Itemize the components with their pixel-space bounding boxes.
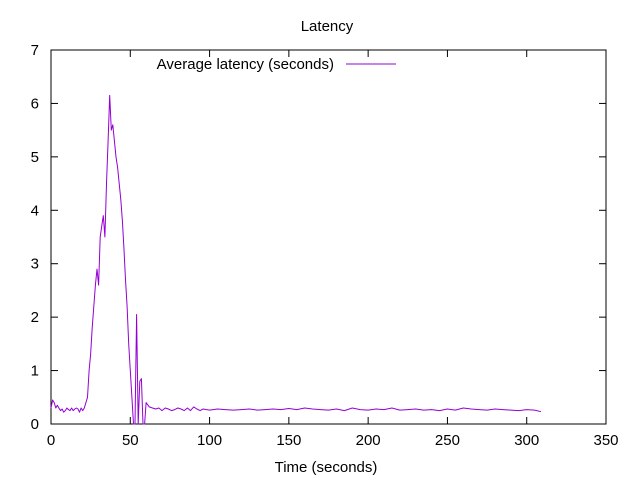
y-tick-label: 3: [31, 256, 39, 273]
y-tick-label: 7: [31, 42, 39, 59]
x-tick-label: 350: [593, 432, 618, 449]
x-axis: 0 50 100 150 200 250 300 350: [47, 50, 619, 449]
x-tick-label: 300: [514, 432, 539, 449]
legend-label: Average latency (seconds): [157, 56, 334, 73]
y-tick-label: 4: [31, 202, 39, 219]
x-tick-label: 150: [276, 432, 301, 449]
y-tick-label: 5: [31, 149, 39, 166]
y-tick-label: 1: [31, 363, 39, 380]
x-axis-label: Time (seconds): [275, 459, 378, 476]
plot-frame: [50, 49, 607, 425]
y-tick-label: 2: [31, 309, 39, 326]
y-axis: 0 1 2 3 4 5 6 7: [31, 42, 606, 433]
x-tick-label: 0: [47, 432, 55, 449]
series-line-0: [50, 94, 542, 425]
chart-title: Latency: [301, 18, 354, 35]
x-tick-label: 250: [435, 432, 460, 449]
series-lines: [50, 94, 542, 425]
y-tick-label: 6: [31, 95, 39, 112]
x-tick-label: 50: [122, 432, 139, 449]
legend: Average latency (seconds): [157, 56, 396, 73]
y-tick-label: 0: [31, 416, 39, 433]
x-tick-label: 100: [197, 432, 222, 449]
x-tick-label: 200: [356, 432, 381, 449]
